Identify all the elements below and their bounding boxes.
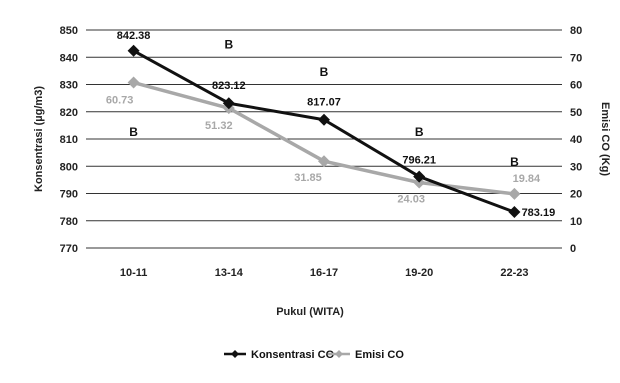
data-point [318,113,330,126]
y2-tick-label: 20 [570,189,582,201]
y-tick-label: 790 [60,189,78,201]
y2-axis-title: Emisi CO (Kg) [599,102,611,176]
x-tick-label: 19-20 [405,267,433,279]
data-point [222,97,235,110]
y2-tick-label: 40 [570,134,582,146]
x-tick-label: 10-11 [120,267,148,279]
data-label: 51.32 [205,120,233,132]
y2-tick-label: 50 [570,107,582,119]
y-axis-title: Konsentrasi (µg/m3) [33,86,45,192]
x-tick-label: 13-14 [215,267,244,279]
y-tick-label: 850 [60,25,78,37]
legend-marker [231,350,239,358]
x-axis-title: Pukul (WITA) [276,306,344,318]
y2-tick-label: 0 [570,243,576,255]
y2-tick-label: 30 [570,161,582,173]
y-tick-label: 770 [60,243,78,255]
y-tick-label: 840 [60,52,78,64]
data-label: 817.07 [307,97,341,109]
y-tick-label: 800 [60,161,78,173]
legend: Konsentrasi CO Emisi CO [224,349,404,361]
legend-marker [335,350,343,358]
data-point [508,206,521,219]
data-label: 842.38 [117,30,151,42]
legend-item: Konsentrasi CO [224,349,335,361]
y-tick-label: 820 [60,107,78,119]
data-label: 796.21 [402,155,436,167]
data-point [318,155,330,168]
annotation-label: B [129,125,138,139]
axis-layer: 770 780 790 800 810 820 830 840 850 0 10 20 30 40 50 60… [33,25,611,318]
legend-item: Emisi CO [328,349,404,361]
y-tick-label: 830 [60,80,78,92]
data-label: 823.12 [212,80,246,92]
annotation-label: B [320,65,329,79]
data-label: 60.73 [106,95,134,107]
data-label: 19.84 [513,173,541,185]
data-point [127,44,140,57]
data-label: 31.85 [294,172,322,184]
x-tick-label: 22-23 [500,267,528,279]
data-point [508,187,521,200]
y2-tick-label: 60 [570,80,582,92]
label-layer: 842.38 823.12 817.07 796.21 783.19 60.73 51.32… [106,30,555,219]
series-layer [127,44,521,219]
data-label: 24.03 [397,194,425,206]
data-label: 783.19 [522,207,556,219]
y-tick-label: 810 [60,134,78,146]
y2-tick-label: 80 [570,25,582,37]
y-tick-label: 780 [60,216,78,228]
legend-label: Konsentrasi CO [251,349,335,361]
annotation-label: B [224,38,233,52]
annotation-label: B [415,125,424,139]
x-tick-label: 16-17 [310,267,338,279]
y2-tick-label: 70 [570,52,582,64]
y2-tick-label: 10 [570,216,582,228]
data-point [127,76,140,89]
grid-layer [86,29,562,249]
legend-label: Emisi CO [355,349,404,361]
annotation-label: B [510,155,519,169]
data-point [413,170,426,183]
